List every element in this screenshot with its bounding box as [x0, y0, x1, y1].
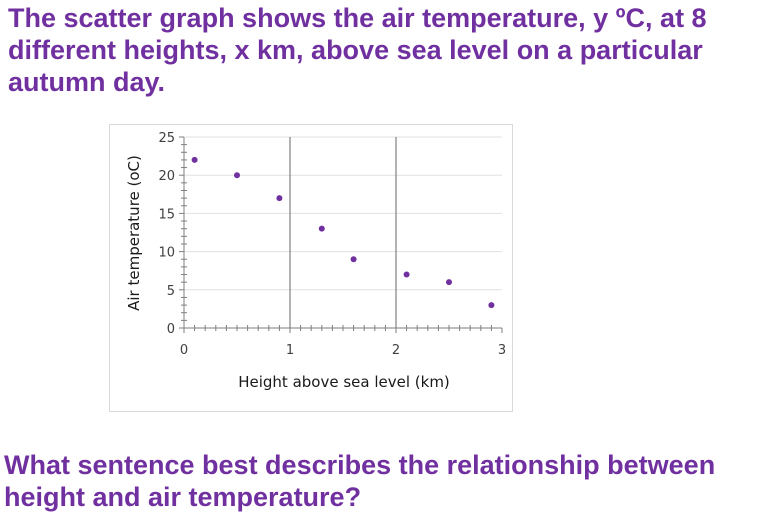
data-point-7 — [446, 279, 452, 286]
y-tick-label: 10 — [158, 246, 175, 261]
data-point-6 — [403, 271, 410, 278]
data-point-4 — [318, 225, 325, 232]
data-point-8 — [488, 302, 495, 309]
x-axis-title: Height above sea level (km) — [238, 373, 450, 391]
y-tick-label: 15 — [158, 207, 175, 222]
y-axis-title: Air temperature (oC) — [125, 155, 143, 311]
question-intro: The scatter graph shows the air temperat… — [8, 3, 707, 97]
x-tick-label: 0 — [180, 343, 188, 358]
y-tick-label: 25 — [158, 131, 175, 146]
y-tick-label: 20 — [158, 169, 175, 184]
data-point-5 — [350, 256, 357, 263]
x-tick-label: 2 — [392, 343, 400, 358]
data-point-3 — [276, 195, 283, 202]
tick-labels: 0 5 10 15 20 25 0 1 2 3 — [158, 131, 506, 358]
chart-canvas: 0 5 10 15 20 25 0 1 2 3 Height above sea level (k… — [125, 131, 506, 391]
y-tick-label: 5 — [167, 284, 175, 299]
axes — [179, 136, 503, 333]
scatter-chart: 0 5 10 15 20 25 0 1 2 3 Height above sea level (k… — [109, 124, 513, 412]
data-points — [191, 156, 495, 309]
x-tick-label: 3 — [498, 343, 506, 358]
x-tick-label: 1 — [286, 343, 294, 358]
y-tick-label: 0 — [167, 322, 175, 337]
data-point-2 — [234, 172, 240, 179]
gridlines — [184, 136, 502, 328]
data-point-1 — [191, 156, 198, 163]
question-prompt: What sentence best describes the relatio… — [4, 450, 716, 512]
